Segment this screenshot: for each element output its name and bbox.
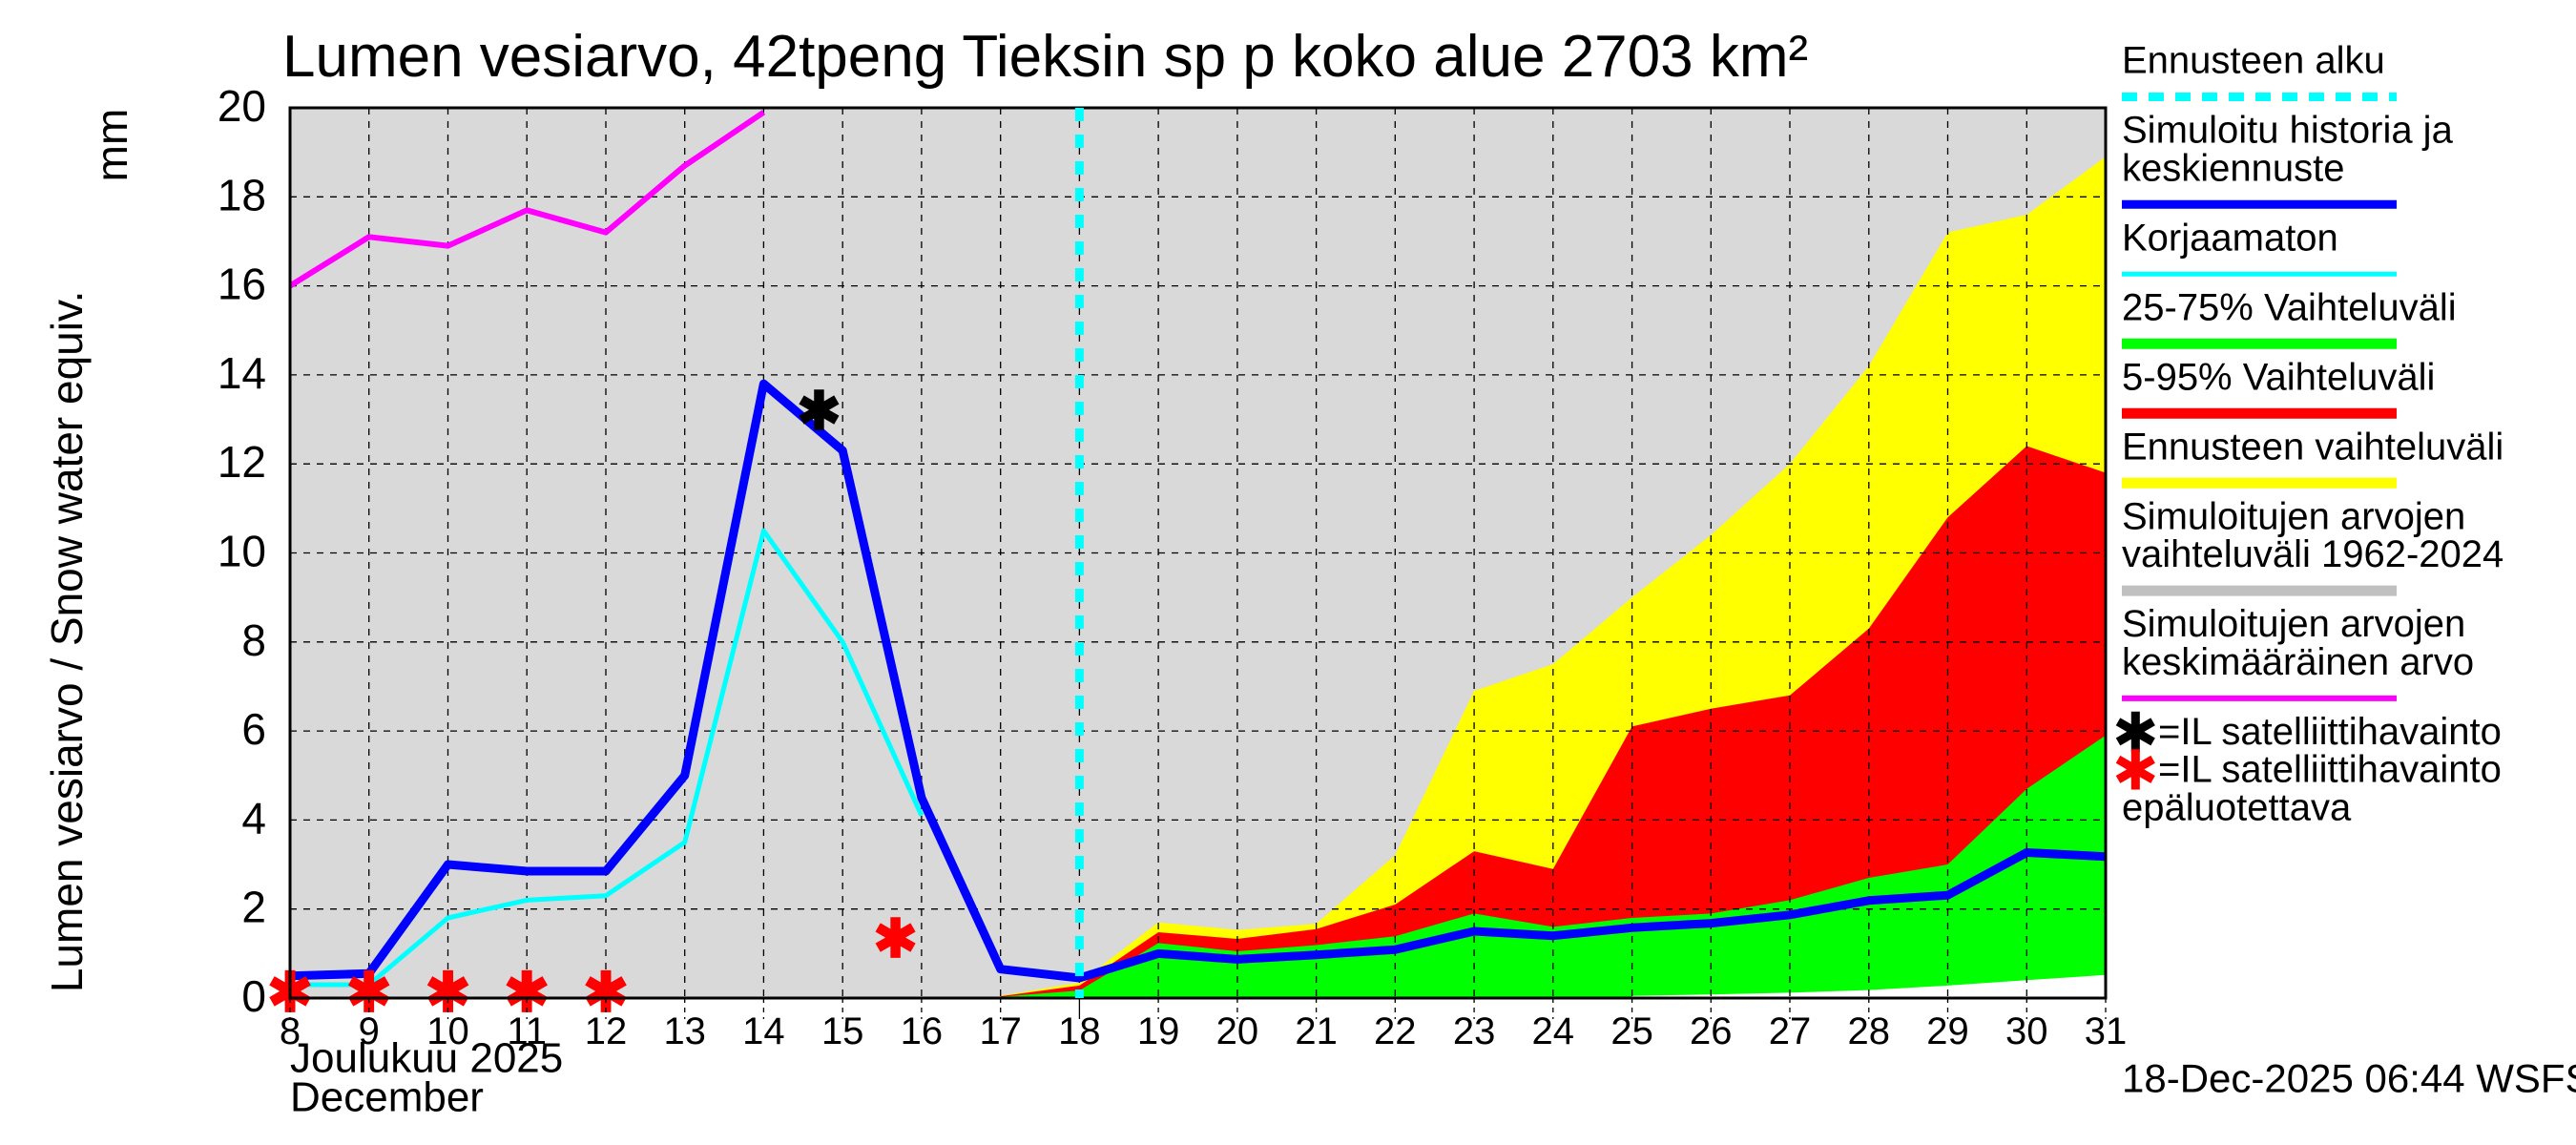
svg-text:14: 14 <box>218 348 266 398</box>
svg-text:29: 29 <box>1926 1010 1969 1052</box>
svg-text:27: 27 <box>1769 1010 1812 1052</box>
svg-text:=IL satelliittihavainto: =IL satelliittihavainto <box>2158 711 2502 753</box>
svg-text:Simuloitujen arvojen: Simuloitujen arvojen <box>2122 495 2465 537</box>
svg-text:16: 16 <box>218 260 266 309</box>
svg-text:vaihteluväli 1962-2024: vaihteluväli 1962-2024 <box>2122 533 2503 575</box>
svg-text:4: 4 <box>241 793 266 843</box>
svg-text:25-75% Vaihteluväli: 25-75% Vaihteluväli <box>2122 286 2457 328</box>
svg-text:23: 23 <box>1453 1010 1496 1052</box>
svg-text:12: 12 <box>585 1010 628 1052</box>
svg-text:Simuloitu historia ja: Simuloitu historia ja <box>2122 110 2454 152</box>
svg-text:20: 20 <box>1216 1010 1259 1052</box>
svg-text:22: 22 <box>1374 1010 1417 1052</box>
svg-text:2: 2 <box>241 883 266 932</box>
svg-text:Lumen vesiarvo, 42tpeng Tieksi: Lumen vesiarvo, 42tpeng Tieksin sp p kok… <box>282 24 1808 90</box>
svg-text:5-95% Vaihteluväli: 5-95% Vaihteluväli <box>2122 356 2435 398</box>
svg-text:Korjaamaton: Korjaamaton <box>2122 217 2338 259</box>
svg-text:keskimääräinen arvo: keskimääräinen arvo <box>2122 641 2474 683</box>
svg-text:0: 0 <box>241 971 266 1021</box>
svg-text:12: 12 <box>218 437 266 487</box>
svg-text:Simuloitujen arvojen: Simuloitujen arvojen <box>2122 603 2465 645</box>
svg-text:mm: mm <box>87 109 136 182</box>
svg-text:26: 26 <box>1690 1010 1733 1052</box>
svg-text:30: 30 <box>2005 1010 2048 1052</box>
svg-text:✱: ✱ <box>873 908 918 968</box>
svg-text:Lumen vesiarvo / Snow water eq: Lumen vesiarvo / Snow water equiv. <box>42 291 92 993</box>
svg-text:✱: ✱ <box>797 381 841 441</box>
svg-text:20: 20 <box>218 81 266 131</box>
svg-text:10: 10 <box>218 527 266 576</box>
svg-text:epäluotettava: epäluotettava <box>2122 787 2352 829</box>
svg-text:31: 31 <box>2085 1010 2128 1052</box>
svg-text:Ennusteen alku: Ennusteen alku <box>2122 40 2385 82</box>
svg-text:=IL satelliittihavainto: =IL satelliittihavainto <box>2158 749 2502 791</box>
svg-text:Ennusteen vaihteluväli: Ennusteen vaihteluväli <box>2122 426 2503 468</box>
svg-text:15: 15 <box>821 1010 864 1052</box>
svg-text:19: 19 <box>1137 1010 1180 1052</box>
svg-text:13: 13 <box>663 1010 706 1052</box>
svg-text:14: 14 <box>742 1010 785 1052</box>
svg-text:17: 17 <box>979 1010 1022 1052</box>
svg-text:28: 28 <box>1848 1010 1891 1052</box>
svg-text:6: 6 <box>241 704 266 754</box>
svg-text:25: 25 <box>1610 1010 1653 1052</box>
svg-text:21: 21 <box>1295 1010 1338 1052</box>
svg-text:18: 18 <box>218 170 266 219</box>
svg-text:24: 24 <box>1532 1010 1575 1052</box>
svg-text:18: 18 <box>1058 1010 1101 1052</box>
svg-text:8: 8 <box>241 615 266 665</box>
svg-text:keskiennuste: keskiennuste <box>2122 147 2344 189</box>
svg-text:18-Dec-2025 06:44 WSFS-O: 18-Dec-2025 06:44 WSFS-O <box>2122 1055 2576 1100</box>
svg-text:16: 16 <box>901 1010 944 1052</box>
svg-text:December: December <box>290 1074 484 1121</box>
